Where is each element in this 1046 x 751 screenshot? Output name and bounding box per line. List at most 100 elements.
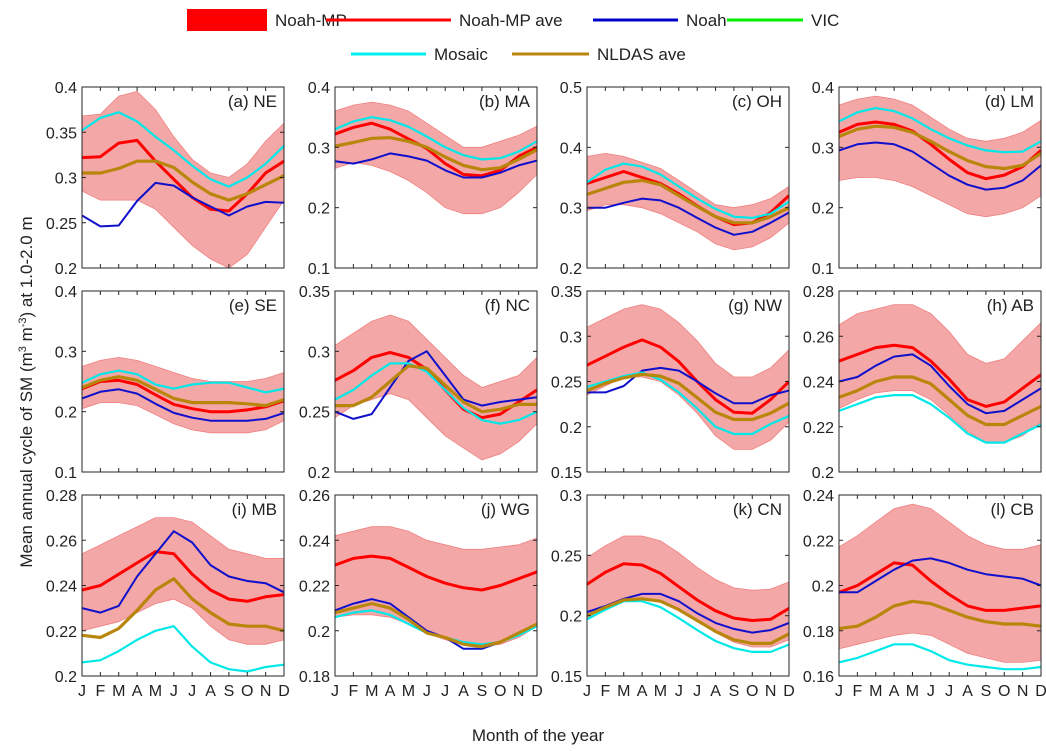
y-tick-label: 0.26: [803, 329, 834, 346]
series-line-mosaic: [335, 116, 537, 161]
y-tick-label: 0.2: [812, 465, 834, 482]
series-line-nldas: [839, 599, 1041, 631]
noahmp-range-band: [82, 356, 284, 434]
y-tick-label: 0.3: [560, 201, 582, 218]
y-tick-label: 0.16: [803, 669, 834, 686]
axes-box: [586, 494, 790, 677]
y-tick-label: 0.35: [46, 125, 77, 142]
legend-item: Noah: [593, 11, 727, 30]
panel-label: (j) WG: [481, 500, 530, 519]
series-line-mosaic: [839, 106, 1041, 154]
panel-label: (f) NC: [485, 296, 530, 315]
x-tick-label: J: [675, 683, 683, 700]
panel: 0.15 0.2 0.25 0.3 0.35 (g) NW: [551, 284, 790, 482]
panel-label: (e) SE: [229, 296, 277, 315]
y-tick-label: 0.24: [299, 533, 330, 550]
x-tick-label: O: [746, 683, 758, 700]
series-line-mosaic: [82, 625, 284, 673]
x-tick-label: J: [78, 683, 86, 700]
x-tick-label: D: [531, 683, 543, 700]
series-line-nldas: [335, 136, 537, 172]
x-tick-label: J: [927, 683, 935, 700]
y-tick-label: 0.4: [55, 284, 77, 301]
axes-box: [81, 290, 285, 473]
y-tick-label: 0.35: [551, 284, 582, 301]
x-tick-label: M: [149, 683, 162, 700]
x-tick-label: A: [637, 683, 648, 700]
y-tick-label: 0.3: [560, 329, 582, 346]
y-tick-label: 0.2: [308, 201, 330, 218]
x-tick-label: F: [852, 683, 862, 700]
x-tick-label: M: [906, 683, 919, 700]
x-tick-label: A: [962, 683, 973, 700]
panel: 0.2 0.25 0.3 0.35 (f) NC: [299, 284, 538, 482]
panel: 0.1 0.2 0.3 0.4 (e) SE: [55, 284, 285, 482]
series-line-nldas: [82, 577, 284, 640]
series-line-noahmp: [587, 562, 789, 622]
y-tick-label: 0.2: [55, 669, 77, 686]
series-line-nldas: [82, 375, 284, 408]
legend-item: NLDAS ave: [512, 45, 686, 64]
panel: 0.150.20.250.3J F M A M J J A S O N D(k) CN: [551, 488, 795, 700]
noahmp-range-band: [82, 91, 284, 268]
series-line-noahmp: [82, 138, 284, 213]
series-line-mosaic: [335, 362, 537, 425]
x-tick-label: J: [423, 683, 431, 700]
y-tick-label: 0.22: [803, 420, 834, 437]
y-tick-label: 0.2: [812, 201, 834, 218]
x-tick-label: D: [1035, 683, 1046, 700]
series-line-nldas: [82, 159, 284, 202]
y-tick-label: 0.4: [812, 80, 834, 97]
y-tick-label: 0.25: [46, 216, 77, 233]
x-tick-label: S: [224, 683, 235, 700]
y-tick-label: 0.28: [803, 284, 834, 301]
series-line-noah: [335, 152, 537, 179]
y-tick-label: 0.3: [55, 344, 77, 361]
x-tick-label: A: [458, 683, 469, 700]
y-tick-label: 0.2: [55, 405, 77, 422]
series-line-nldas: [587, 372, 789, 422]
x-tick-label: J: [188, 683, 196, 700]
x-tick-label: J: [835, 683, 843, 700]
y-tick-label: 0.15: [551, 669, 582, 686]
x-tick-label: J: [693, 683, 701, 700]
series-line-noah: [839, 557, 1041, 594]
series-line-mosaic: [587, 162, 789, 219]
noahmp-range-band: [839, 503, 1041, 663]
series-line-noah: [82, 530, 284, 614]
x-tick-label: S: [981, 683, 992, 700]
x-axis-label: Month of the year: [472, 726, 605, 745]
x-tick-label: N: [260, 683, 272, 700]
y-tick-label: 0.2: [55, 261, 77, 278]
x-tick-label: N: [1017, 683, 1029, 700]
y-tick-label: 0.22: [46, 624, 77, 641]
series-line-noah: [82, 181, 284, 228]
axes-box: [334, 86, 538, 269]
panel-label: (i) MB: [232, 500, 277, 519]
x-tick-label: F: [95, 683, 105, 700]
x-tick-label: A: [385, 683, 396, 700]
x-tick-label: J: [441, 683, 449, 700]
panel: 0.2 0.25 0.3 0.35 0.4 (a) NE: [46, 80, 285, 278]
x-tick-label: J: [583, 683, 591, 700]
x-tick-label: S: [477, 683, 488, 700]
panel: 0.160.180.20.220.24J F M A M J J A S O N D(l) CB: [803, 488, 1046, 700]
x-tick-label: J: [331, 683, 339, 700]
axes-box: [838, 86, 1042, 269]
series-line-noahmp: [839, 561, 1041, 612]
x-tick-label: S: [729, 683, 740, 700]
series-line-mosaic: [587, 371, 789, 436]
x-tick-label: O: [494, 683, 506, 700]
y-tick-label: 0.28: [46, 488, 77, 505]
series-line-mosaic: [82, 111, 284, 188]
x-tick-label: J: [945, 683, 953, 700]
y-tick-label: 0.2: [812, 579, 834, 596]
y-tick-label: 0.4: [560, 140, 582, 157]
noahmp-range-band: [839, 304, 1041, 443]
y-tick-label: 0.24: [803, 488, 834, 505]
y-tick-label: 0.2: [560, 609, 582, 626]
x-tick-label: N: [513, 683, 525, 700]
panel-label: (d) LM: [985, 92, 1034, 111]
series-line-noah: [587, 197, 789, 236]
